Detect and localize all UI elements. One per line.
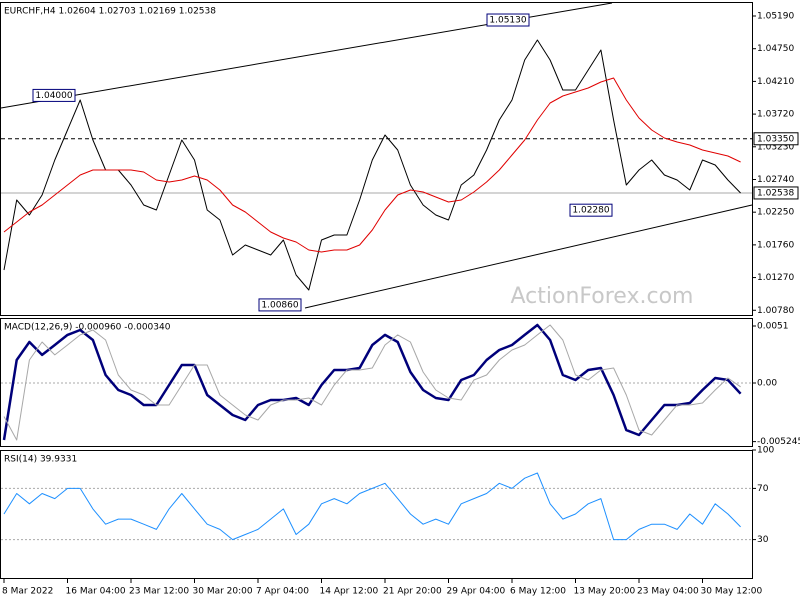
x-tick-label: 7 Apr 04:00: [256, 587, 309, 597]
series-line: [3, 39, 741, 291]
series-line: [2, 323, 742, 441]
level-label: 1.03350: [757, 134, 794, 144]
x-tick-label: 23 Mar 12:00: [129, 587, 189, 597]
annotation-label: 1.04000: [35, 91, 72, 101]
x-tick-label: 14 Apr 12:00: [320, 587, 379, 597]
y-tick-label: 1.02250: [757, 208, 794, 218]
y-tick-label: 0.00: [757, 379, 777, 389]
y-tick-label: 1.01760: [757, 240, 794, 250]
series-line: [3, 324, 741, 441]
annotation-label: 1.05130: [489, 16, 526, 26]
annotation-label: 1.02280: [572, 206, 609, 216]
y-tick-label: 0.0051: [757, 322, 789, 332]
annotation-box: [569, 203, 613, 217]
y-tick-label: 30: [757, 535, 769, 545]
x-tick-label: 13 May 20:00: [574, 587, 636, 597]
plot-layer: 1.05190 1.04750 1.04210 1.03720 1.03230 1.027…: [1, 7, 800, 597]
x-tick-label: 30 Mar 20:00: [193, 587, 253, 597]
x-tick-label: 23 May 04:00: [637, 587, 699, 597]
level-label: 1.02538: [757, 188, 794, 198]
macd-panel: [0, 318, 753, 447]
price-panel: [0, 2, 753, 316]
x-tick-label: 8 Mar 2022: [2, 587, 53, 597]
channel-lower: [304, 204, 753, 309]
level-label-box: [753, 186, 799, 200]
y-tick-label: -0.005245: [757, 437, 800, 447]
y-tick-label: 1.03720: [757, 110, 794, 120]
rsi-panel: [0, 450, 753, 579]
y-tick-label: 1.05190: [757, 12, 794, 22]
y-tick-label: 100: [757, 446, 774, 456]
x-tick-label: 21 Apr 20:00: [383, 587, 442, 597]
panel-title: RSI(14) 39.9331: [4, 455, 77, 465]
panel-title: EURCHF,H4 1.02604 1.02703 1.02169 1.0253…: [4, 7, 216, 17]
x-tick-label: 29 Apr 04:00: [447, 587, 506, 597]
x-tick-label: 30 May 12:00: [701, 587, 763, 597]
y-tick-label: 1.04750: [757, 44, 794, 54]
annotation-label: 1.00860: [261, 300, 298, 310]
y-tick-label: 1.01270: [757, 273, 794, 283]
y-tick-label: 1.04210: [757, 77, 794, 87]
x-tick-label: 6 May 12:00: [510, 587, 566, 597]
watermark: ActionForex.com: [511, 284, 694, 309]
y-tick-label: 1.02740: [757, 175, 794, 185]
level-label-box: [753, 132, 799, 146]
y-tick-label: 1.03230: [757, 142, 794, 152]
series-line: [3, 472, 741, 541]
x-tick-label: 16 Mar 04:00: [66, 587, 126, 597]
annotation-box: [486, 13, 530, 27]
annotation-box: [32, 88, 76, 102]
annotation-box: [258, 298, 302, 312]
y-tick-label: 1.00780: [757, 306, 794, 316]
y-tick-label: 70: [757, 484, 769, 494]
panel-title: MACD(12,26,9) -0.000960 -0.000340: [4, 323, 171, 333]
series-line: [3, 77, 741, 253]
